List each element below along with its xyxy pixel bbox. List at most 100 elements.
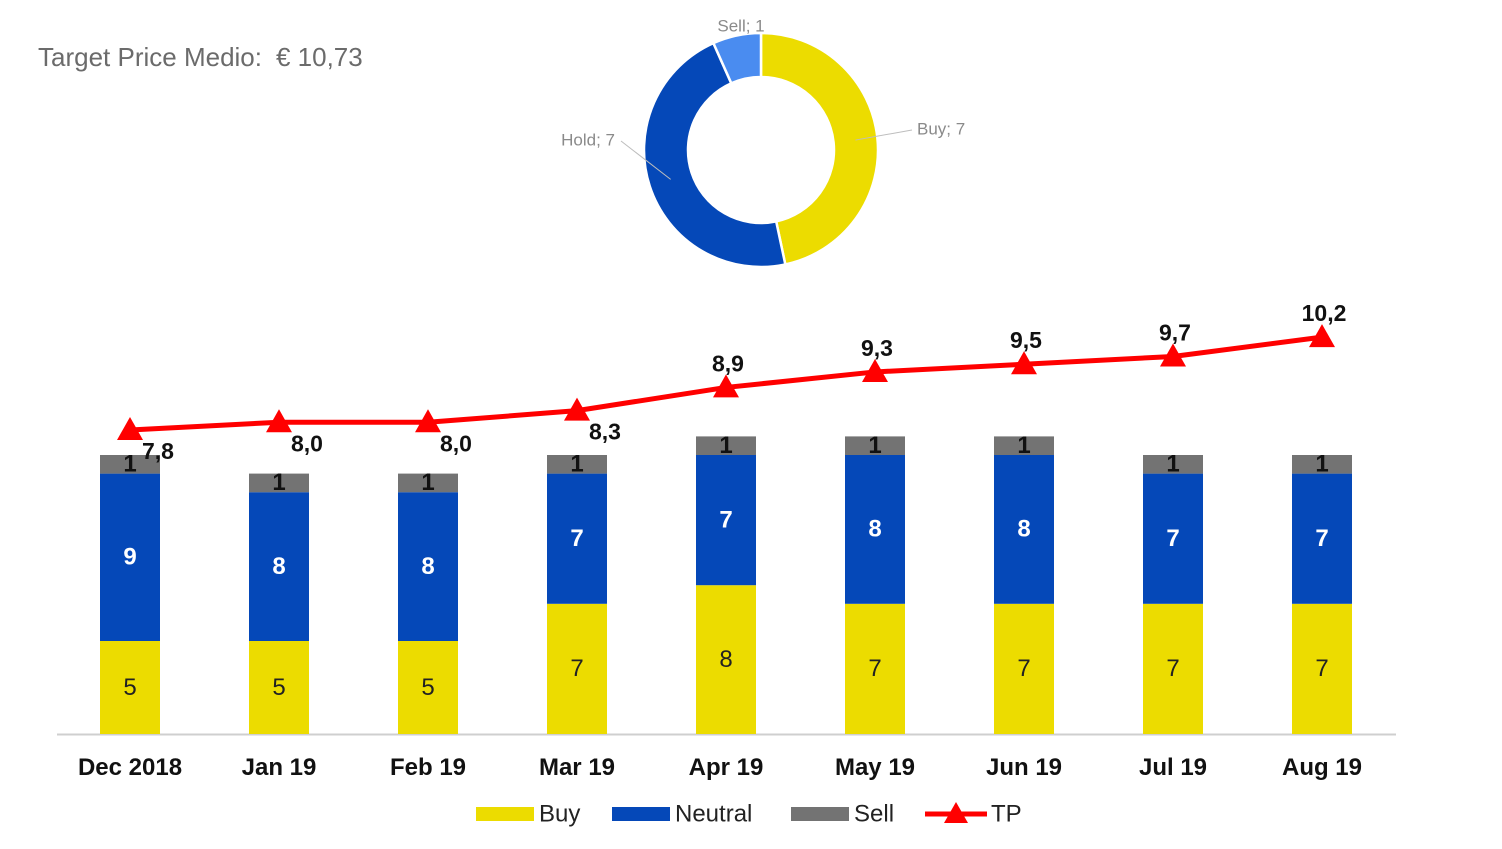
legend-swatch-tp-marker — [944, 802, 968, 823]
bar-label-sell-apr-19: 1 — [719, 432, 732, 459]
bar-label-neutral-jul-19: 7 — [1166, 525, 1179, 552]
headline: Target Price Medio: € 10,73 — [38, 42, 363, 73]
x-tick-apr-19: Apr 19 — [689, 754, 764, 781]
stacked-bar-chart: 5 9 1 Dec 2018 5 8 1 Jan 19 5 8 1 Feb 19 7 7 1 Mar 19 8 7… — [57, 300, 1396, 781]
tp-label-dec-2018: 7,8 — [142, 438, 174, 464]
x-tick-jul-19: Jul 19 — [1139, 754, 1207, 781]
legend-label-tp: TP — [991, 800, 1022, 827]
bar-buy-aug-19 — [1292, 603, 1352, 734]
tp-label-jun-19: 9,5 — [1010, 327, 1042, 353]
legend-label-neutral: Neutral — [675, 800, 752, 827]
bar-label-sell-jul-19: 1 — [1166, 451, 1179, 478]
donut-slice-hold — [642, 41, 787, 269]
bar-buy-mar-19 — [547, 603, 607, 734]
bar-buy-apr-19 — [696, 585, 756, 734]
tp-marker-dec-2018 — [117, 417, 143, 440]
x-tick-aug-19: Aug 19 — [1282, 754, 1362, 781]
bar-label-sell-jan-19: 1 — [272, 469, 285, 496]
bar-neutral-jul-19 — [1143, 473, 1203, 604]
tp-marker-feb-19 — [415, 409, 441, 433]
tp-marker-mar-19 — [564, 397, 590, 421]
bar-sell-jan-19 — [249, 473, 309, 493]
bar-buy-jan-19 — [249, 641, 309, 734]
tp-label-mar-19: 8,3 — [589, 419, 621, 445]
legend-label-sell: Sell — [854, 800, 894, 827]
bar-label-neutral-may-19: 8 — [868, 516, 881, 543]
bar-label-buy-mar-19: 7 — [570, 655, 583, 682]
x-tick-feb-19: Feb 19 — [390, 754, 466, 781]
bar-label-buy-apr-19: 8 — [719, 646, 732, 673]
bar-label-sell-jun-19: 1 — [1017, 432, 1030, 459]
bar-buy-feb-19 — [398, 641, 458, 734]
bar-neutral-apr-19 — [696, 455, 756, 586]
bar-buy-jun-19 — [994, 603, 1054, 734]
bar-label-sell-dec-2018: 1 — [123, 451, 136, 478]
bar-label-buy-may-19: 7 — [868, 655, 881, 682]
donut-leader-hold — [620, 140, 671, 180]
bar-sell-jul-19 — [1143, 455, 1203, 474]
legend-swatch-buy — [476, 807, 534, 821]
donut-slice-sell — [711, 31, 763, 85]
bar-sell-aug-19 — [1292, 455, 1352, 474]
legend: Buy Neutral Sell TP — [476, 800, 1022, 827]
bar-label-neutral-feb-19: 8 — [421, 553, 434, 580]
bar-neutral-feb-19 — [398, 492, 458, 641]
bar-sell-mar-19 — [547, 455, 607, 474]
donut-label-sell: Sell; 1 — [717, 16, 764, 35]
x-tick-jun-19: Jun 19 — [986, 754, 1062, 781]
tp-marker-jun-19 — [1011, 351, 1037, 375]
bar-label-neutral-apr-19: 7 — [719, 506, 732, 533]
bar-label-buy-jul-19: 7 — [1166, 655, 1179, 682]
bar-label-sell-feb-19: 1 — [421, 469, 434, 496]
bar-label-neutral-aug-19: 7 — [1315, 525, 1328, 552]
tp-label-jul-19: 9,7 — [1159, 319, 1191, 345]
bar-neutral-may-19 — [845, 455, 905, 604]
bar-label-buy-jan-19: 5 — [272, 674, 285, 701]
x-tick-may-19: May 19 — [835, 754, 915, 781]
bar-neutral-jun-19 — [994, 455, 1054, 604]
tp-marker-jul-19 — [1160, 343, 1186, 367]
tp-label-aug-19: 10,2 — [1302, 300, 1347, 326]
tp-label-may-19: 9,3 — [861, 335, 893, 361]
bar-sell-dec-2018 — [100, 455, 160, 474]
tp-label-jan-19: 8,0 — [291, 430, 323, 456]
tp-marker-aug-19 — [1309, 324, 1335, 348]
donut-label-buy: Buy; 7 — [917, 119, 965, 138]
bar-label-sell-may-19: 1 — [868, 432, 881, 459]
x-tick-jan-19: Jan 19 — [242, 754, 317, 781]
x-tick-dec-2018: Dec 2018 — [78, 754, 182, 781]
bar-neutral-dec-2018 — [100, 473, 160, 641]
bar-sell-apr-19 — [696, 436, 756, 455]
bar-label-neutral-dec-2018: 9 — [123, 544, 136, 571]
bar-neutral-jan-19 — [249, 492, 309, 641]
bar-buy-may-19 — [845, 603, 905, 734]
bar-label-buy-dec-2018: 5 — [123, 674, 136, 701]
donut-label-hold: Hold; 7 — [561, 130, 615, 149]
bar-label-buy-feb-19: 5 — [421, 674, 434, 701]
tp-label-feb-19: 8,0 — [440, 430, 472, 456]
donut-slice-buy — [759, 31, 880, 266]
tp-label-apr-19: 8,9 — [712, 350, 744, 376]
legend-swatch-neutral — [612, 807, 670, 821]
bar-label-buy-jun-19: 7 — [1017, 655, 1030, 682]
bar-label-neutral-mar-19: 7 — [570, 525, 583, 552]
donut-chart: Buy; 7 Hold; 7 Sell; 1 — [561, 16, 965, 269]
tp-marker-may-19 — [862, 358, 888, 382]
x-tick-mar-19: Mar 19 — [539, 754, 615, 781]
tp-marker-apr-19 — [713, 374, 739, 398]
bar-buy-jul-19 — [1143, 603, 1203, 734]
bar-label-sell-aug-19: 1 — [1315, 451, 1328, 478]
bar-label-sell-mar-19: 1 — [570, 451, 583, 478]
legend-label-buy: Buy — [539, 800, 580, 827]
bar-neutral-aug-19 — [1292, 473, 1352, 604]
tp-marker-jan-19 — [266, 409, 292, 433]
legend-swatch-sell — [791, 807, 849, 821]
bar-label-buy-aug-19: 7 — [1315, 655, 1328, 682]
bar-label-neutral-jan-19: 8 — [272, 553, 285, 580]
bar-sell-jun-19 — [994, 436, 1054, 455]
bar-label-neutral-jun-19: 8 — [1017, 516, 1030, 543]
headline-value: € 10,73 — [275, 42, 363, 72]
bar-neutral-mar-19 — [547, 473, 607, 604]
bar-sell-feb-19 — [398, 473, 458, 493]
